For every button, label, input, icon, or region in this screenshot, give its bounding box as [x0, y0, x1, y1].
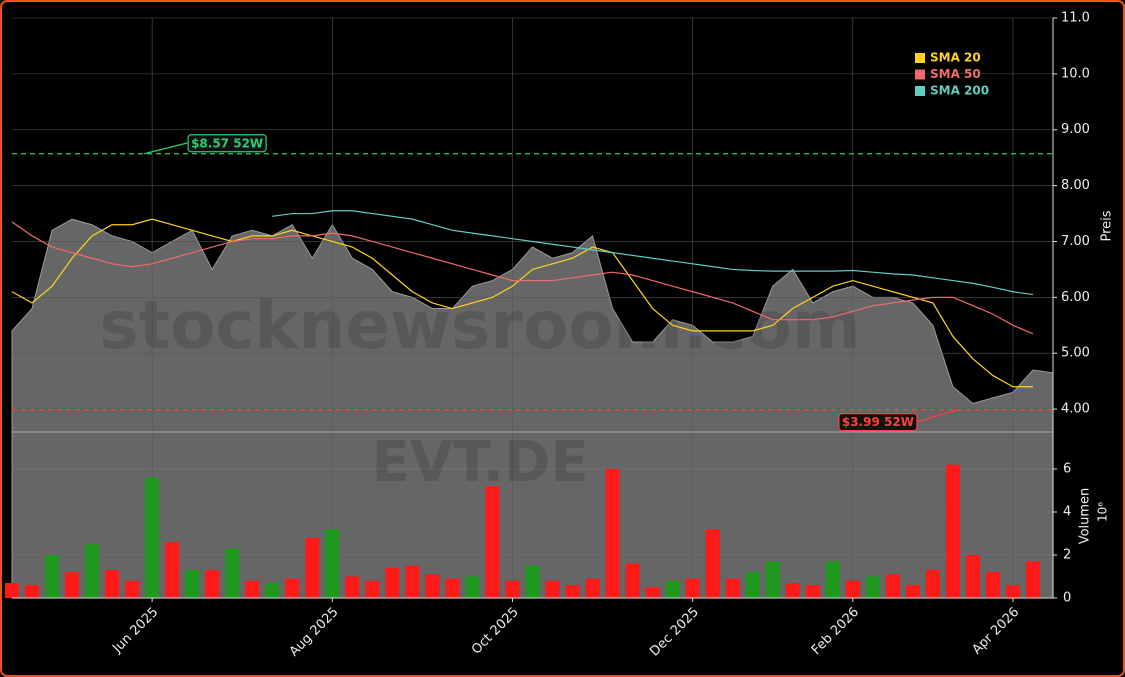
y2-tick-label: 6 — [1063, 461, 1071, 476]
volume-bar — [925, 570, 940, 598]
volume-bar — [1005, 585, 1020, 598]
volume-bar — [65, 572, 80, 598]
volume-bar — [265, 582, 280, 598]
volume-bar — [185, 570, 200, 598]
y-axis-label: Preis — [1100, 210, 1115, 241]
volume-bar — [665, 580, 680, 598]
volume-bar — [485, 486, 500, 598]
annotation-box — [838, 413, 918, 432]
volume-bar — [545, 580, 560, 598]
volume-bar — [45, 554, 60, 598]
volume-bar — [305, 537, 320, 598]
volume-bar — [465, 576, 480, 598]
y2-offset-label: 10⁶ — [1096, 502, 1110, 522]
annotation-label: $3.99 52W — [842, 415, 914, 429]
y2-tick-label: 4 — [1063, 504, 1071, 519]
volume-bar — [705, 529, 720, 598]
volume-bar — [625, 563, 640, 598]
volume-bar — [285, 578, 300, 598]
y-tick-label: 6.00 — [1061, 290, 1090, 305]
annotation-arrow — [916, 409, 960, 423]
volume-bar — [505, 580, 520, 598]
volume-bar — [685, 578, 700, 598]
volume-bar — [945, 464, 960, 598]
volume-bar — [445, 578, 460, 598]
volume-bar — [885, 574, 900, 598]
legend-label: SMA 200 — [930, 84, 989, 98]
volume-bar — [525, 565, 540, 598]
legend-swatch — [915, 86, 925, 96]
volume-bar — [25, 585, 40, 598]
volume-bar — [125, 580, 140, 598]
volume-bar — [85, 544, 100, 598]
y2-tick-label: 0 — [1063, 591, 1071, 606]
legend-label: SMA 50 — [930, 67, 981, 81]
sma-line — [11, 218, 1033, 388]
volume-bar — [565, 585, 580, 598]
sma-line — [11, 221, 1034, 335]
volume-bar — [585, 578, 600, 598]
legend-swatch — [915, 69, 925, 80]
volume-bar — [205, 570, 220, 598]
annotation-box — [187, 134, 267, 153]
volume-bar — [4, 582, 20, 598]
volume-bar — [805, 585, 820, 598]
y-tick-label: 5.00 — [1061, 346, 1090, 361]
y-tick-label: 8.00 — [1061, 178, 1090, 193]
y-tick-label: 9.00 — [1061, 122, 1090, 137]
y-tick-label: 11.0 — [1061, 11, 1090, 26]
volume-bar — [965, 554, 980, 598]
volume-bar — [425, 574, 440, 598]
volume-bar — [345, 576, 360, 598]
volume-bar — [985, 572, 1000, 598]
volume-bar — [605, 468, 620, 598]
volume-bar — [165, 542, 180, 598]
volume-bar — [405, 565, 420, 598]
y2-tick-label: 2 — [1063, 547, 1071, 562]
y-tick-label: 10.0 — [1061, 66, 1090, 81]
volume-bar — [725, 578, 740, 598]
legend-label: SMA 20 — [930, 51, 981, 65]
y2-axis-label: Volumen — [1078, 488, 1093, 545]
volume-bar — [745, 572, 760, 598]
volume-bar — [905, 585, 920, 598]
annotation-arrow — [143, 142, 189, 155]
volume-bar — [325, 529, 340, 598]
volume-bar — [105, 570, 120, 598]
volume-bar — [845, 580, 860, 598]
price-area — [11, 218, 1054, 599]
annotation-label: $8.57 52W — [191, 136, 263, 150]
volume-bar — [1025, 561, 1040, 598]
volume-bar — [785, 582, 800, 598]
volume-bar — [765, 561, 780, 598]
volume-bar — [865, 576, 880, 598]
legend-swatch — [915, 53, 925, 63]
watermark: stocknewsroom.com — [99, 287, 861, 364]
volume-bar — [385, 567, 400, 598]
watermark: EVT.DE — [371, 430, 588, 495]
volume-bar — [225, 548, 240, 598]
y-tick-label: 7.00 — [1061, 234, 1090, 249]
sma-line — [272, 210, 1034, 296]
volume-bar — [645, 587, 660, 598]
volume-bar — [365, 580, 380, 598]
volume-bar — [825, 561, 840, 598]
volume-bar — [145, 477, 160, 598]
volume-bar — [245, 580, 260, 598]
y-tick-label: 4.00 — [1061, 402, 1090, 417]
